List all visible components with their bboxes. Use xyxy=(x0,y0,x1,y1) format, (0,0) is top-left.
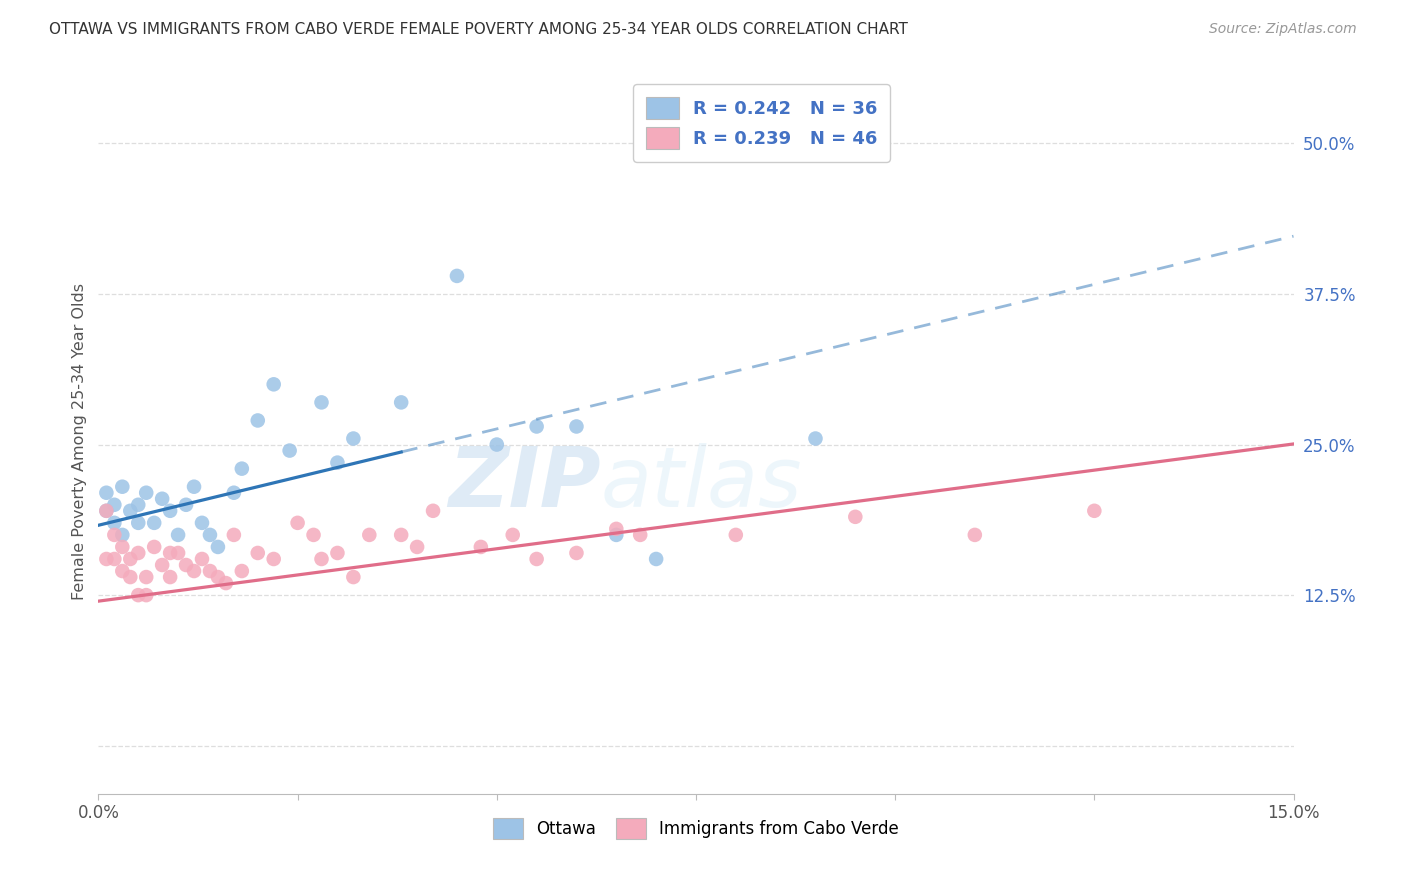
Point xyxy=(127,498,149,512)
Point xyxy=(231,461,253,475)
Point xyxy=(302,528,325,542)
Point xyxy=(263,552,285,566)
Point xyxy=(111,480,134,494)
Point xyxy=(167,528,190,542)
Point xyxy=(222,485,245,500)
Text: OTTAWA VS IMMIGRANTS FROM CABO VERDE FEMALE POVERTY AMONG 25-34 YEAR OLDS CORREL: OTTAWA VS IMMIGRANTS FROM CABO VERDE FEM… xyxy=(49,22,908,37)
Point xyxy=(215,576,238,591)
Point xyxy=(127,516,149,530)
Point xyxy=(804,432,827,446)
Point xyxy=(127,588,149,602)
Point xyxy=(605,522,627,536)
Point xyxy=(150,491,173,506)
Point xyxy=(359,528,381,542)
Point xyxy=(502,528,524,542)
Point xyxy=(103,552,125,566)
Point xyxy=(174,498,197,512)
Point xyxy=(111,540,134,554)
Point xyxy=(127,546,149,560)
Point xyxy=(183,480,205,494)
Point xyxy=(183,564,205,578)
Point xyxy=(406,540,429,554)
Point xyxy=(222,528,245,542)
Point xyxy=(103,516,125,530)
Point xyxy=(191,552,214,566)
Point xyxy=(246,413,269,427)
Text: Source: ZipAtlas.com: Source: ZipAtlas.com xyxy=(1209,22,1357,37)
Point xyxy=(342,432,364,446)
Point xyxy=(120,504,142,518)
Point xyxy=(287,516,309,530)
Point xyxy=(389,528,412,542)
Point xyxy=(174,558,197,572)
Point xyxy=(263,377,285,392)
Point xyxy=(111,528,134,542)
Point xyxy=(135,570,157,584)
Legend: Ottawa, Immigrants from Cabo Verde: Ottawa, Immigrants from Cabo Verde xyxy=(486,812,905,846)
Point xyxy=(159,546,181,560)
Text: atlas: atlas xyxy=(600,443,801,524)
Point xyxy=(844,509,866,524)
Point xyxy=(311,395,333,409)
Point xyxy=(191,516,214,530)
Point xyxy=(1083,504,1105,518)
Point xyxy=(526,419,548,434)
Point xyxy=(198,564,221,578)
Point xyxy=(103,528,125,542)
Point xyxy=(342,570,364,584)
Point xyxy=(120,552,142,566)
Point xyxy=(605,528,627,542)
Point xyxy=(485,437,508,451)
Point xyxy=(844,148,866,162)
Point xyxy=(96,504,118,518)
Point xyxy=(565,546,588,560)
Point xyxy=(159,504,181,518)
Point xyxy=(278,443,301,458)
Point xyxy=(446,268,468,283)
Point xyxy=(565,419,588,434)
Point xyxy=(103,498,125,512)
Point xyxy=(207,570,229,584)
Point xyxy=(111,564,134,578)
Point xyxy=(963,528,986,542)
Point xyxy=(150,558,173,572)
Point xyxy=(207,540,229,554)
Point xyxy=(143,540,166,554)
Point xyxy=(135,485,157,500)
Point xyxy=(724,528,747,542)
Point xyxy=(120,570,142,584)
Point xyxy=(96,552,118,566)
Point xyxy=(628,528,651,542)
Point xyxy=(389,395,412,409)
Point xyxy=(167,546,190,560)
Point xyxy=(135,588,157,602)
Point xyxy=(326,546,349,560)
Point xyxy=(159,570,181,584)
Point xyxy=(96,504,118,518)
Point xyxy=(470,540,492,554)
Point xyxy=(645,552,668,566)
Point xyxy=(422,504,444,518)
Text: ZIP: ZIP xyxy=(447,443,600,524)
Point xyxy=(143,516,166,530)
Point xyxy=(526,552,548,566)
Point xyxy=(326,456,349,470)
Point xyxy=(231,564,253,578)
Point xyxy=(311,552,333,566)
Point xyxy=(96,485,118,500)
Y-axis label: Female Poverty Among 25-34 Year Olds: Female Poverty Among 25-34 Year Olds xyxy=(72,283,87,600)
Point xyxy=(198,528,221,542)
Point xyxy=(246,546,269,560)
